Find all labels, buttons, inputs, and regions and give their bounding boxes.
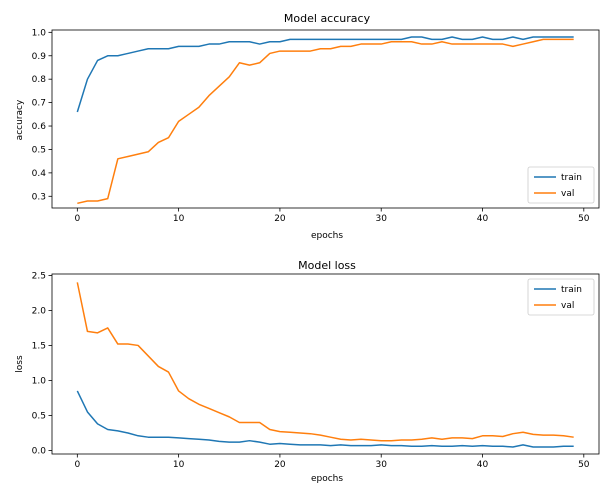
accuracy-y-tick-label: 1.0 [32, 28, 47, 38]
accuracy-x-tick-label: 0 [74, 214, 80, 224]
accuracy-x-axis-label: epochs [311, 231, 343, 241]
accuracy-x-tick-label: 10 [173, 214, 185, 224]
accuracy-legend-box [527, 166, 595, 204]
loss-y-tick-label: 0.0 [32, 446, 47, 456]
loss-legend-val-label: val [561, 301, 574, 311]
loss-val-line [76, 282, 574, 442]
loss-legend: train val [527, 278, 595, 316]
accuracy-y-tick-label: 0.4 [32, 169, 47, 179]
loss-x-tick-label: 30 [375, 460, 387, 470]
loss-y-tick-label: 0.5 [32, 411, 46, 421]
accuracy-x-tick-label: 50 [578, 214, 590, 224]
accuracy-legend: train val [527, 166, 595, 204]
accuracy-train-line [76, 36, 574, 113]
loss-y-axis-label: loss [15, 355, 25, 373]
loss-train-line [76, 390, 574, 448]
loss-plot-frame [51, 273, 600, 455]
accuracy-y-tick-label: 0.7 [32, 99, 46, 109]
loss-chart: Model loss loss epochs 0 10 20 30 40 50 0.0 0.5… [15, 259, 600, 484]
loss-chart-title: Model loss [298, 259, 356, 272]
loss-legend-box [527, 278, 595, 316]
loss-x-tick-label: 20 [274, 460, 286, 470]
loss-y-tick-label: 1.5 [32, 341, 46, 351]
accuracy-chart: Model accuracy accuracy epochs 0 10 20 30 40… [15, 12, 600, 241]
accuracy-series [76, 36, 574, 205]
accuracy-ticks: 0 10 20 30 40 50 0.3 0.4 0.5 0.6 0.7 0.8 0.9 1.0 [32, 28, 590, 224]
accuracy-y-tick-label: 0.3 [32, 192, 46, 202]
accuracy-y-tick-label: 0.5 [32, 145, 46, 155]
accuracy-x-tick-label: 30 [375, 214, 387, 224]
accuracy-legend-val-label: val [561, 189, 574, 199]
loss-x-tick-label: 0 [74, 460, 80, 470]
loss-x-tick-label: 40 [477, 460, 489, 470]
loss-x-tick-label: 10 [173, 460, 185, 470]
accuracy-x-tick-label: 20 [274, 214, 286, 224]
loss-x-axis-label: epochs [311, 474, 343, 484]
accuracy-plot-frame [51, 29, 600, 209]
loss-ticks: 0 10 20 30 40 50 0.0 0.5 1.0 1.5 2.0 2.5 [32, 271, 590, 470]
accuracy-y-tick-label: 0.8 [32, 75, 47, 85]
loss-legend-train-label: train [561, 285, 582, 295]
accuracy-y-axis-label: accuracy [15, 99, 25, 140]
accuracy-legend-train-label: train [561, 173, 582, 183]
loss-series [76, 282, 574, 448]
loss-y-tick-label: 1.0 [32, 376, 47, 386]
accuracy-y-tick-label: 0.6 [32, 122, 47, 132]
loss-x-tick-label: 50 [578, 460, 590, 470]
loss-y-tick-label: 2.0 [32, 306, 47, 316]
accuracy-y-tick-label: 0.9 [32, 52, 47, 62]
accuracy-chart-title: Model accuracy [284, 12, 371, 25]
accuracy-x-tick-label: 40 [477, 214, 489, 224]
accuracy-val-line [77, 38, 574, 205]
loss-y-tick-label: 2.5 [32, 271, 46, 281]
